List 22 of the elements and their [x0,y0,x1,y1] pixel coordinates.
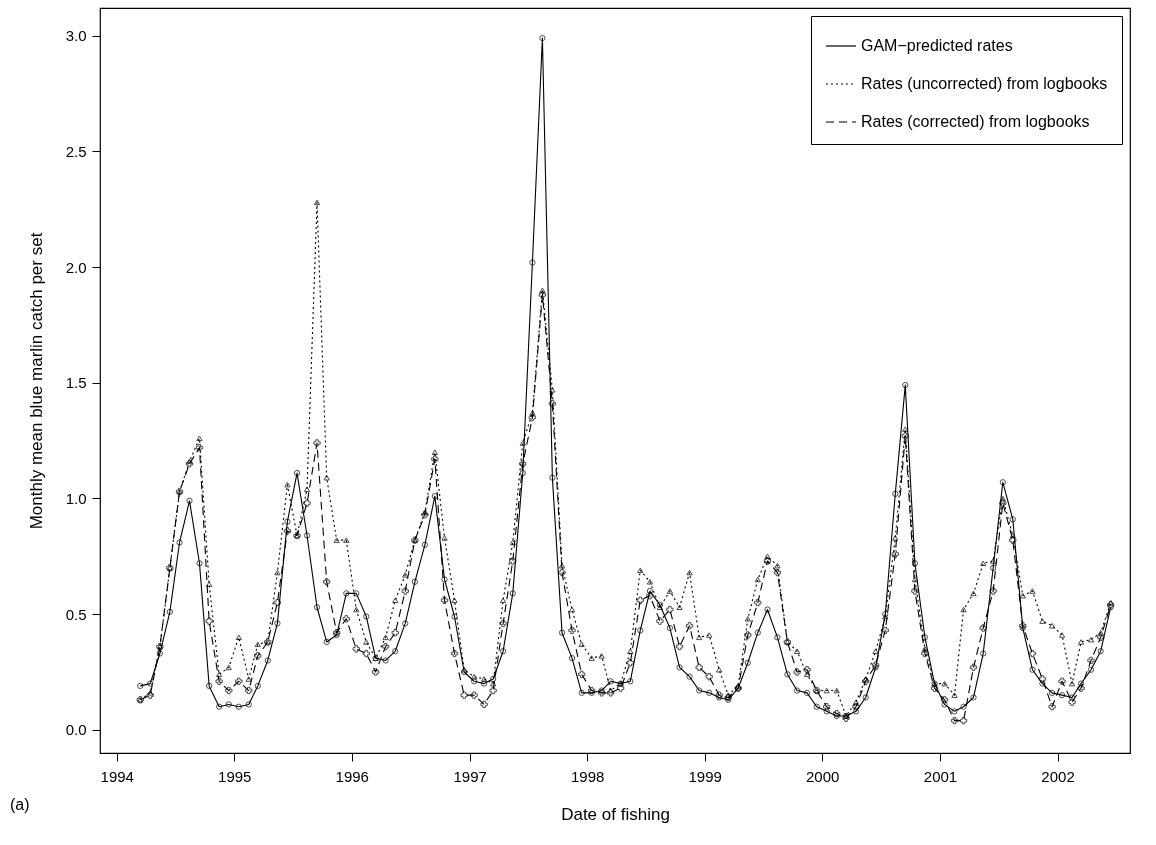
x-tick-label: 1997 [453,767,487,785]
x-tick-label: 1998 [570,767,605,785]
x-tick-label: 1995 [218,767,252,785]
legend-label: Rates (uncorrected) from logbooks [861,75,1108,92]
y-tick-label: 1.0 [65,490,87,507]
legend-label: GAM−predicted rates [861,37,1013,54]
y-axis-title: Monthly mean blue marlin catch per set [26,232,46,530]
y-tick-label: 0.0 [65,721,87,739]
x-tick-label: 2000 [806,767,840,785]
y-tick-label: 1.5 [65,374,87,392]
x-tick-label: 2002 [1041,767,1075,785]
x-tick-label: 2001 [923,767,958,785]
y-tick-label: 2.5 [65,142,87,160]
x-tick-label: 1996 [335,767,369,785]
y-tick-label: 0.5 [65,605,87,623]
text: (a) [10,796,30,813]
x-tick-label: 1999 [688,767,722,785]
y-tick-label: 2.0 [65,258,87,276]
legend-label: Rates (corrected) from logbooks [861,113,1090,130]
x-axis-title: Date of fishing [561,804,670,824]
y-tick-label: 3.0 [65,27,87,45]
x-tick-label: 1994 [100,767,134,785]
